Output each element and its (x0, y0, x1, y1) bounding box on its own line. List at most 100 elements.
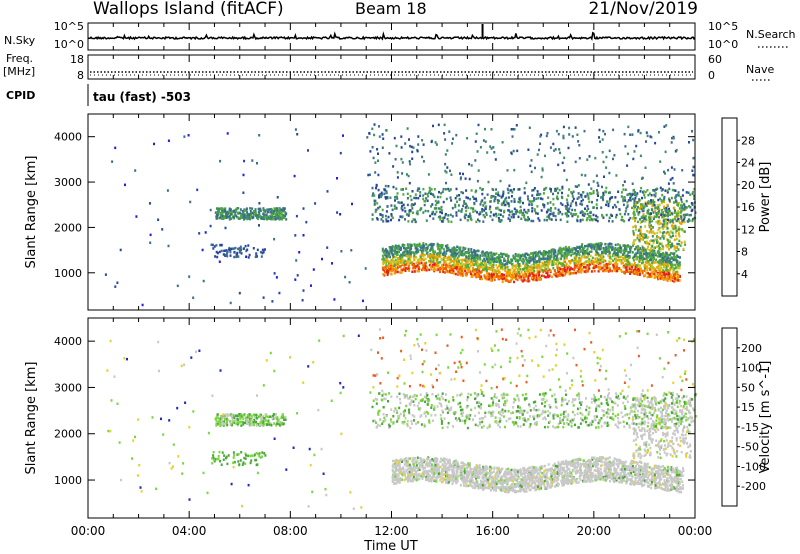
data-cell (516, 278, 519, 282)
data-cell (464, 177, 467, 180)
data-cell (662, 258, 665, 262)
data-cell (594, 260, 596, 264)
data-cell (413, 253, 416, 256)
data-cell (457, 265, 460, 269)
data-cell (586, 270, 589, 273)
data-cell (420, 261, 423, 265)
data-cell (569, 204, 572, 208)
data-cell (462, 248, 465, 252)
data-cell (540, 274, 543, 278)
data-cell (560, 251, 563, 254)
data-cell (437, 252, 440, 255)
data-cell (506, 169, 509, 172)
data-cell (586, 263, 589, 267)
data-cell (457, 258, 460, 262)
data-cell (402, 203, 405, 207)
data-cell (388, 262, 390, 265)
data-cell (414, 202, 416, 205)
data-cell (500, 202, 503, 205)
data-cell (458, 194, 461, 197)
data-cell (640, 267, 642, 270)
data-cell (489, 261, 492, 264)
data-cell (283, 209, 286, 212)
data-cell (403, 265, 406, 269)
data-cell (557, 249, 560, 252)
data-cell (351, 202, 353, 206)
data-cell (394, 249, 396, 252)
data-cell (671, 242, 673, 246)
data-cell (646, 247, 649, 251)
data-cell (518, 273, 521, 276)
data-cell (501, 277, 504, 280)
data-cell (648, 212, 651, 215)
data-cell (587, 197, 590, 200)
data-cell (236, 252, 238, 256)
data-cell (574, 160, 577, 164)
data-cell (427, 255, 429, 258)
data-cell (404, 266, 407, 270)
data-cell (550, 218, 553, 221)
data-cell (676, 215, 678, 218)
data-cell (386, 259, 389, 263)
data-cell (604, 269, 607, 273)
data-cell (645, 271, 648, 275)
data-cell (620, 262, 623, 265)
data-cell (673, 252, 676, 255)
data-cell (672, 137, 675, 140)
data-cell (598, 128, 601, 132)
data-cell (623, 244, 626, 247)
data-cell (645, 253, 648, 257)
data-cell (476, 150, 479, 153)
nave-tick-top: 60 (708, 53, 722, 66)
data-cell (219, 216, 222, 219)
data-cell (468, 177, 471, 181)
data-cell (587, 183, 590, 186)
data-cell (390, 272, 393, 276)
data-cell (492, 260, 495, 264)
data-cell (478, 213, 481, 216)
data-cell (652, 200, 655, 204)
data-cell (576, 264, 579, 267)
data-cell (495, 188, 498, 191)
data-cell (344, 275, 347, 279)
data-cell (390, 267, 392, 271)
data-cell (426, 199, 429, 202)
data-cell (512, 272, 514, 275)
data-cell (612, 206, 614, 209)
data-cell (584, 212, 587, 216)
data-cell (645, 252, 648, 255)
data-cell (580, 269, 583, 273)
data-cell (531, 269, 534, 273)
data-cell (584, 245, 586, 248)
data-cell (651, 204, 654, 207)
data-cell (394, 252, 397, 255)
data-cell (476, 211, 479, 214)
data-cell (575, 213, 578, 216)
data-cell (606, 269, 609, 272)
data-cell (475, 220, 478, 224)
data-cell (244, 244, 247, 248)
data-cell (487, 253, 490, 257)
data-cell (673, 277, 676, 280)
data-cell (462, 191, 464, 195)
data-cell (644, 202, 647, 206)
data-cell (116, 281, 119, 284)
data-cell (390, 214, 393, 217)
data-cell (629, 265, 632, 268)
data-cell (586, 217, 589, 220)
data-cell (639, 225, 642, 229)
data-cell (237, 217, 240, 220)
data-cell (629, 270, 632, 274)
data-cell (643, 264, 646, 268)
data-cell (558, 268, 561, 271)
data-cell (515, 254, 518, 258)
data-cell (474, 253, 476, 257)
data-cell (541, 197, 544, 201)
data-cell (498, 253, 500, 257)
data-cell (473, 197, 476, 200)
data-cell (671, 188, 674, 192)
data-cell (398, 257, 401, 260)
data-cell (522, 276, 525, 279)
data-cell (567, 249, 569, 252)
data-cell (461, 266, 464, 270)
